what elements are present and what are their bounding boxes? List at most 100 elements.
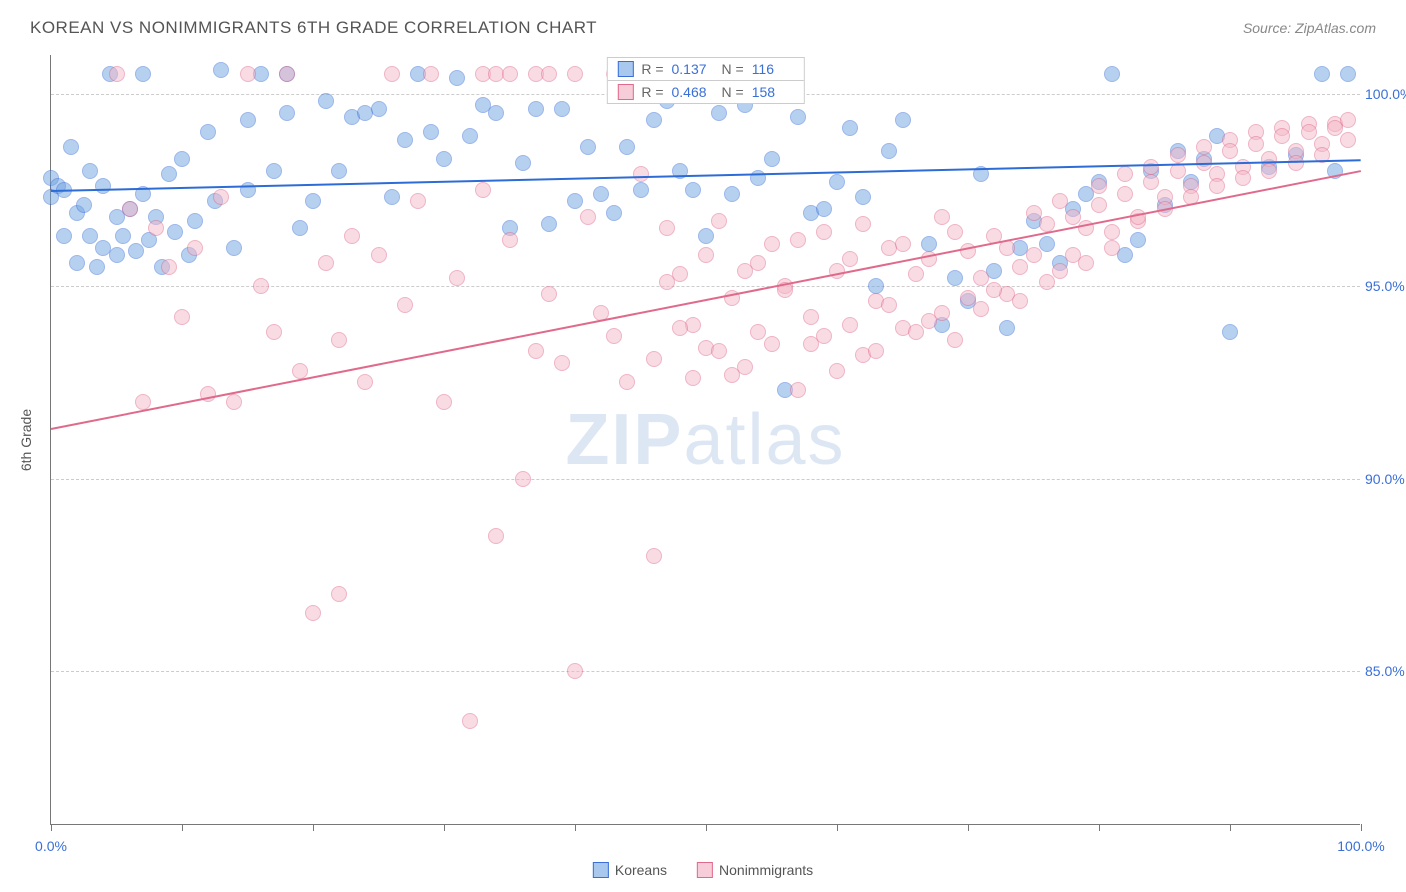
data-point [895, 112, 911, 128]
data-point [1222, 324, 1238, 340]
data-point [436, 394, 452, 410]
data-point [881, 143, 897, 159]
x-tick [1230, 824, 1231, 831]
data-point [580, 139, 596, 155]
chart-container: KOREAN VS NONIMMIGRANTS 6TH GRADE CORREL… [0, 0, 1406, 892]
data-point [868, 278, 884, 294]
data-point [488, 528, 504, 544]
data-point [973, 301, 989, 317]
data-point [947, 270, 963, 286]
data-point [1091, 178, 1107, 194]
data-point [397, 297, 413, 313]
data-point [1248, 136, 1264, 152]
data-point [1209, 178, 1225, 194]
data-point [462, 128, 478, 144]
data-point [1235, 170, 1251, 186]
data-point [541, 216, 557, 232]
data-point [128, 243, 144, 259]
data-point [331, 586, 347, 602]
data-point [528, 101, 544, 117]
data-point [1026, 247, 1042, 263]
y-tick-label: 90.0% [1365, 471, 1406, 487]
data-point [174, 309, 190, 325]
data-point [122, 201, 138, 217]
data-point [934, 305, 950, 321]
n-label: N = [722, 84, 744, 100]
data-point [711, 343, 727, 359]
data-point [423, 66, 439, 82]
data-point [567, 663, 583, 679]
data-point [115, 228, 131, 244]
data-point [1196, 139, 1212, 155]
stats-row-koreans: R = 0.137 N = 116 [607, 58, 803, 80]
data-point [803, 309, 819, 325]
data-point [633, 166, 649, 182]
title-row: KOREAN VS NONIMMIGRANTS 6TH GRADE CORREL… [30, 18, 1376, 38]
data-point [305, 193, 321, 209]
data-point [82, 228, 98, 244]
x-tick [575, 824, 576, 831]
data-point [685, 182, 701, 198]
data-point [135, 394, 151, 410]
data-point [619, 139, 635, 155]
data-point [1039, 274, 1055, 290]
data-point [410, 193, 426, 209]
data-point [89, 259, 105, 275]
data-point [1078, 255, 1094, 271]
data-point [371, 247, 387, 263]
data-point [986, 282, 1002, 298]
data-point [95, 178, 111, 194]
data-point [1052, 263, 1068, 279]
data-point [502, 232, 518, 248]
data-point [619, 374, 635, 390]
data-point [266, 324, 282, 340]
data-point [750, 255, 766, 271]
data-point [724, 186, 740, 202]
data-point [868, 343, 884, 359]
data-point [790, 382, 806, 398]
data-point [711, 105, 727, 121]
legend-item-koreans: Koreans [593, 862, 667, 878]
data-point [279, 105, 295, 121]
data-point [606, 205, 622, 221]
data-point [1012, 293, 1028, 309]
data-point [646, 112, 662, 128]
data-point [279, 66, 295, 82]
data-point [698, 247, 714, 263]
x-tick [706, 824, 707, 831]
data-point [829, 363, 845, 379]
data-point [488, 105, 504, 121]
n-label: N = [722, 61, 744, 77]
data-point [842, 120, 858, 136]
data-point [1117, 166, 1133, 182]
y-tick-label: 85.0% [1365, 663, 1406, 679]
data-point [685, 370, 701, 386]
data-point [226, 240, 242, 256]
legend-swatch-koreans [593, 862, 609, 878]
data-point [63, 139, 79, 155]
swatch-koreans [617, 61, 633, 77]
data-point [567, 66, 583, 82]
data-point [200, 124, 216, 140]
data-point [82, 163, 98, 179]
x-tick [837, 824, 838, 831]
data-point [226, 394, 242, 410]
data-point [528, 343, 544, 359]
legend-item-nonimmigrants: Nonimmigrants [697, 862, 813, 878]
data-point [1065, 209, 1081, 225]
data-point [449, 270, 465, 286]
data-point [554, 355, 570, 371]
watermark: ZIPatlas [565, 399, 845, 481]
data-point [1301, 124, 1317, 140]
x-tick [51, 824, 52, 831]
x-tick-label: 100.0% [1337, 838, 1384, 854]
data-point [750, 324, 766, 340]
data-point [921, 236, 937, 252]
data-point [331, 332, 347, 348]
x-tick [182, 824, 183, 831]
x-tick [1099, 824, 1100, 831]
r-value-koreans: 0.137 [672, 61, 714, 77]
data-point [148, 220, 164, 236]
data-point [384, 189, 400, 205]
data-point [1130, 232, 1146, 248]
